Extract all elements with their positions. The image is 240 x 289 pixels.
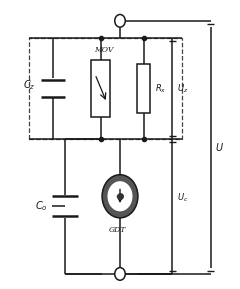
Text: MOV: MOV	[94, 46, 113, 54]
Bar	[137, 64, 150, 113]
Text: $C_o$: $C_o$	[35, 199, 48, 213]
Text: $R_x$: $R_x$	[155, 82, 167, 95]
Text: $U_z$: $U_z$	[177, 82, 189, 95]
Circle shape	[102, 175, 138, 218]
Circle shape	[108, 181, 132, 211]
Text: $U_c$: $U_c$	[177, 191, 189, 204]
Circle shape	[115, 268, 125, 280]
Text: GDT: GDT	[109, 227, 126, 234]
Bar	[29, 38, 182, 139]
Text: $C_z$: $C_z$	[23, 79, 36, 92]
Bar	[91, 60, 110, 117]
Text: $U$: $U$	[216, 141, 224, 153]
Circle shape	[115, 14, 125, 27]
